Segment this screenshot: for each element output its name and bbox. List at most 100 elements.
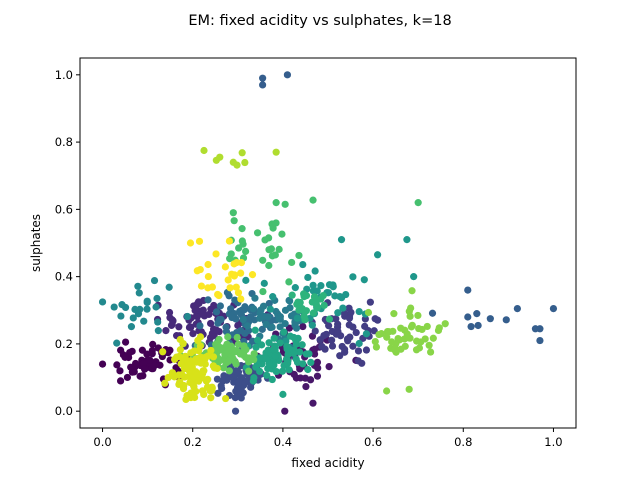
chart-title: EM: fixed acidity vs sulphates, k=18 bbox=[188, 13, 451, 29]
data-point-711 bbox=[417, 338, 425, 346]
data-point-90 bbox=[313, 372, 322, 380]
data-point-385 bbox=[272, 307, 280, 316]
data-point-465 bbox=[308, 321, 316, 329]
data-point-828 bbox=[232, 283, 240, 291]
data-point-694 bbox=[429, 334, 437, 342]
data-point-45 bbox=[141, 365, 149, 373]
data-point-846 bbox=[204, 284, 212, 292]
data-point-502 bbox=[252, 343, 260, 351]
data-point-399 bbox=[239, 316, 247, 324]
data-point-790 bbox=[159, 348, 167, 356]
data-point-347 bbox=[217, 315, 225, 324]
data-point-418 bbox=[129, 314, 137, 322]
data-point-411 bbox=[140, 317, 148, 325]
data-point-464 bbox=[311, 267, 319, 275]
data-point-840 bbox=[221, 263, 229, 271]
data-point-801 bbox=[176, 346, 184, 354]
data-point-679 bbox=[224, 333, 232, 341]
data-point-185 bbox=[328, 336, 336, 344]
data-point-868 bbox=[272, 199, 280, 207]
data-point-715 bbox=[425, 341, 433, 349]
data-point-575 bbox=[325, 315, 334, 323]
data-point-854 bbox=[536, 325, 544, 333]
data-point-768 bbox=[179, 385, 188, 393]
data-point-814 bbox=[199, 367, 207, 375]
data-point-598 bbox=[295, 251, 303, 260]
data-point-215 bbox=[366, 298, 374, 306]
data-point-356 bbox=[241, 303, 249, 311]
data-point-94 bbox=[306, 376, 315, 384]
data-point-223 bbox=[352, 328, 360, 337]
data-point-205 bbox=[349, 342, 357, 350]
data-point-589 bbox=[259, 287, 267, 296]
data-point-857 bbox=[473, 310, 481, 318]
data-point-292 bbox=[231, 394, 239, 402]
x-tick-label: 0.2 bbox=[184, 435, 202, 449]
data-point-154 bbox=[175, 323, 183, 331]
data-point-573 bbox=[317, 295, 325, 303]
data-point-876 bbox=[195, 237, 204, 245]
data-point-578 bbox=[294, 298, 302, 306]
data-point-537 bbox=[255, 354, 264, 362]
data-point-842 bbox=[204, 272, 212, 281]
data-point-845 bbox=[230, 260, 238, 268]
data-point-219 bbox=[328, 327, 336, 336]
data-point-168 bbox=[199, 309, 207, 318]
data-point-331 bbox=[196, 322, 204, 330]
data-point-407 bbox=[257, 306, 265, 314]
data-point-821 bbox=[193, 370, 202, 378]
data-point-810 bbox=[222, 394, 230, 403]
data-point-429 bbox=[152, 303, 160, 311]
x-tick-label: 0.8 bbox=[454, 435, 472, 449]
data-point-512 bbox=[293, 358, 302, 366]
data-point-820 bbox=[201, 353, 209, 361]
data-point-829 bbox=[248, 271, 257, 279]
data-point-529 bbox=[290, 349, 298, 357]
data-point-852 bbox=[513, 304, 521, 313]
data-point-177 bbox=[186, 323, 194, 331]
y-axis-label: sulphates bbox=[29, 214, 43, 272]
data-point-703 bbox=[401, 342, 409, 350]
data-point-216 bbox=[320, 332, 328, 340]
data-point-468 bbox=[304, 273, 312, 282]
data-point-423 bbox=[98, 298, 107, 306]
data-point-410 bbox=[117, 312, 125, 320]
data-point-404 bbox=[276, 323, 284, 331]
data-point-833 bbox=[197, 282, 206, 290]
data-point-33 bbox=[126, 348, 134, 357]
data-point-605 bbox=[259, 256, 267, 264]
data-point-704 bbox=[375, 330, 383, 339]
data-point-596 bbox=[275, 245, 283, 253]
data-point-284 bbox=[235, 378, 243, 386]
data-point-55 bbox=[285, 324, 294, 332]
data-point-818 bbox=[206, 386, 214, 395]
data-point-438 bbox=[269, 293, 277, 301]
data-point-164 bbox=[207, 305, 215, 313]
data-point-443 bbox=[349, 273, 357, 281]
data-point-756 bbox=[207, 346, 215, 355]
data-point-54 bbox=[127, 363, 135, 371]
data-point-199 bbox=[354, 347, 363, 355]
data-point-32 bbox=[143, 350, 151, 358]
data-point-425 bbox=[154, 318, 162, 326]
data-point-493 bbox=[250, 374, 258, 382]
data-point-23 bbox=[156, 361, 164, 369]
data-point-159 bbox=[234, 321, 242, 330]
data-point-850 bbox=[283, 71, 292, 79]
data-point-400 bbox=[275, 315, 283, 323]
data-point-531 bbox=[298, 341, 306, 349]
data-point-607 bbox=[268, 252, 276, 260]
data-point-234 bbox=[332, 315, 340, 323]
data-point-863 bbox=[272, 148, 280, 156]
data-point-645 bbox=[234, 340, 242, 348]
data-point-547 bbox=[254, 336, 262, 344]
x-tick-label: 0.6 bbox=[364, 435, 382, 449]
data-point-597 bbox=[272, 219, 280, 227]
data-point-877 bbox=[182, 395, 190, 404]
data-point-727 bbox=[414, 311, 422, 320]
data-point-382 bbox=[264, 313, 272, 321]
y-tick-label: 0.0 bbox=[55, 404, 73, 418]
data-point-548 bbox=[264, 346, 272, 354]
data-point-149 bbox=[193, 313, 201, 321]
